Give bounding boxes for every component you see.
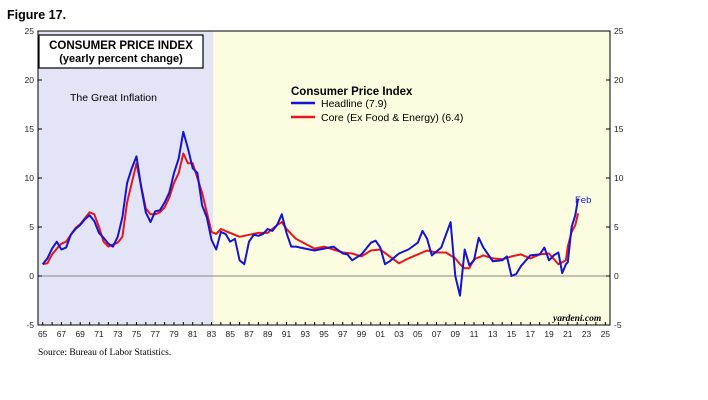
legend-title: Consumer Price Index [291,86,413,98]
great-inflation-shade [38,31,214,325]
x-tick-label: 97 [338,329,348,339]
x-tick-label: 77 [150,329,160,339]
x-tick-label: 11 [470,329,479,339]
figure-label: Figure 17. [7,8,67,22]
y-tick-label-left: 20 [25,75,35,85]
end-annotation: Feb [575,195,591,206]
x-tick-label: 99 [357,329,367,339]
x-tick-label: 73 [113,329,123,339]
y-tick-label-right: 25 [614,26,624,36]
headline-series-line [41,130,580,297]
x-tick-label: 89 [263,329,273,339]
x-tick-label: 19 [544,329,554,339]
x-tick-label: 75 [132,329,142,339]
y-tick-label-left: 0 [29,271,34,281]
source-note: Source: Bureau of Labor Statistics. [38,348,172,358]
x-tick-label: 79 [169,329,179,339]
x-tick-label: 25 [601,329,611,339]
y-tick-label-left: 15 [25,124,35,134]
y-tick-label-left: 25 [25,26,35,36]
y-tick-label-right: 10 [614,173,624,183]
x-tick-label: 71 [94,329,104,339]
x-tick-label: 81 [188,329,198,339]
x-tick-label: 05 [413,329,423,339]
y-tick-label-right: 5 [614,222,619,232]
x-tick-label: 07 [432,329,442,339]
x-tick-label: 17 [526,329,536,339]
y-tick-label-left: 5 [29,222,34,232]
x-tick-label: 93 [301,329,311,339]
x-tick-label: 23 [582,329,592,339]
y-tick-label-right: 15 [614,124,624,134]
x-tick-label: 09 [451,329,461,339]
x-tick-label: 65 [38,329,48,339]
legend-label-headline: Headline (7.9) [321,98,387,110]
legend-label-core: Core (Ex Food & Energy) (6.4) [321,112,463,124]
x-tick-label: 95 [319,329,329,339]
y-tick-label-right: -5 [614,320,622,330]
x-tick-label: 03 [394,329,404,339]
y-tick-label-right: 20 [614,75,624,85]
x-tick-label: 21 [563,329,573,339]
x-tick-label: 01 [376,329,386,339]
x-tick-label: 91 [282,329,292,339]
x-tick-label: 69 [75,329,85,339]
x-tick-label: 13 [488,329,498,339]
x-tick-label: 87 [244,329,254,339]
x-tick-label: 83 [207,329,217,339]
post-1983-shade [213,31,610,325]
credit-label: yardeni.com [552,314,601,324]
chart-subtitle: (yearly percent change) [59,53,183,65]
title-box [38,34,204,69]
x-tick-label: 67 [57,329,67,339]
x-tick-label: 15 [507,329,517,339]
y-tick-label-left: -5 [26,320,34,330]
chart-title: CONSUMER PRICE INDEX [49,40,193,52]
great-inflation-label: The Great Inflation [70,92,157,104]
y-tick-label-right: 0 [614,271,619,281]
y-tick-label-left: 10 [25,173,35,183]
x-tick-label: 85 [225,329,235,339]
